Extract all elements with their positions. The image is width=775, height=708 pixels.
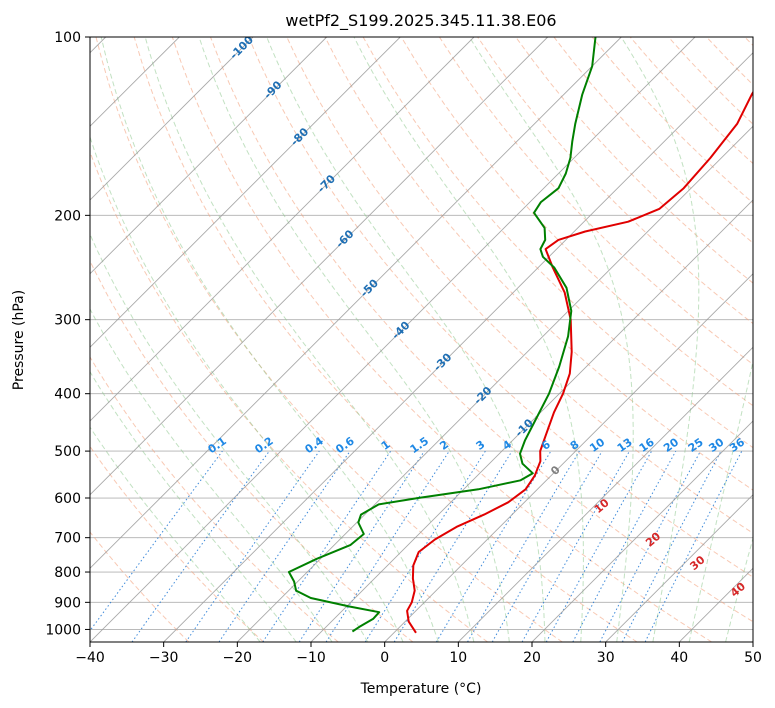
dry-adiabat-line [515,37,753,284]
x-tick-label: 10 [449,650,467,666]
y-axis-label: Pressure (hPa) [11,290,27,390]
mixing-ratio-line [185,450,320,642]
x-tick-label: −30 [149,650,179,666]
isotherm-line [90,37,254,201]
isotherm-line [90,37,475,422]
plot-area: -100-90-80-70-60-50-40-30-20-100.1 0.2 0.4… [90,37,753,642]
mixing-ratio-line [545,450,653,642]
x-tick-label: −10 [296,650,326,666]
mixing-ratio-line [393,450,513,642]
x-tick-label: −40 [75,650,105,666]
profile-lines [287,37,753,634]
mixing-ratio-lines [90,450,743,642]
temperature-profile-line [406,90,753,634]
moist-adiabat-line [620,37,700,642]
x-tick-label: 40 [670,650,688,666]
isotherm-line [310,199,753,642]
y-tick-label: 1000 [45,622,81,638]
isotherms [90,37,753,642]
mixing-ratio-line [521,450,630,642]
moist-adiabat-line [353,37,584,642]
x-tick-label: 50 [744,650,762,666]
y-tick-label: 400 [54,387,81,403]
dry-adiabats [90,37,753,642]
isotherm-line [236,125,753,642]
y-tick-label: 300 [54,313,81,329]
dry-adiabat-line [171,37,712,642]
moist-adiabat-line [90,135,404,642]
mixing-ratio-line [90,450,223,632]
moist-adiabat-line [688,358,753,642]
dry-adiabat-line [133,37,638,642]
dry-adiabat-line [95,37,563,642]
mixing-ratio-line [262,450,392,642]
moist-adiabat-line [90,426,261,642]
isotherm-line [163,52,753,642]
x-tick-label: −20 [223,650,253,666]
mixing-ratio-line [218,450,351,642]
mixing-ratio-line [572,450,677,642]
moist-adiabat-line [90,308,333,642]
isotherm-line [90,37,696,642]
dry-adiabat-line [90,356,339,642]
moist-adiabat-line [100,37,439,642]
dry-adiabat-line [324,37,753,491]
mixing-ratio-line [325,450,450,642]
moist-adiabat-line [144,37,475,642]
isotherm-line [457,346,753,642]
isotherm-line [90,37,328,275]
x-tick-label: 30 [597,650,615,666]
dry-adiabat-line [400,37,753,407]
plot-frame [89,36,754,643]
x-axis-label: Temperature (°C) [360,681,482,697]
isotherm-line [90,37,401,348]
isotherm-line [605,494,753,642]
dry-adiabat-line [90,150,488,642]
y-tick-label: 900 [54,595,81,611]
isotherm-line [384,273,753,642]
y-tick-label: 700 [54,531,81,547]
moist-adiabats [90,37,753,642]
dewpoint-profile-line [287,37,597,633]
moist-adiabat-line [725,536,753,642]
y-tick-label: 800 [54,565,81,581]
dry-adiabat-line [248,37,753,578]
chart-title: wetPf2_S199.2025.345.11.38.E06 [285,11,556,31]
mixing-ratio-line [644,450,743,642]
isotherm-line [531,420,753,642]
y-tick-label: 600 [54,491,81,507]
y-tick-label: 200 [54,208,81,224]
isotherm-line [90,37,549,496]
x-tick-label: 20 [523,650,541,666]
mixing-ratio-line [131,450,270,642]
isotherm-line [90,37,622,569]
dry-adiabat-line [90,531,190,642]
moist-adiabat-line [198,37,510,642]
y-tick-label: 500 [54,444,81,460]
dry-adiabat-line [90,445,264,642]
moist-adiabat-line [90,232,369,642]
mixing-ratio-line [298,450,425,642]
dry-adiabat-line [438,37,753,366]
y-tick-label: 100 [54,30,81,46]
dry-adiabat-line [210,37,753,623]
axes: −40 −30 −20 −10 0 10 20 30 40 50 100 200 300 400 500 60… [45,30,762,666]
x-tick-label: 0 [380,650,389,666]
